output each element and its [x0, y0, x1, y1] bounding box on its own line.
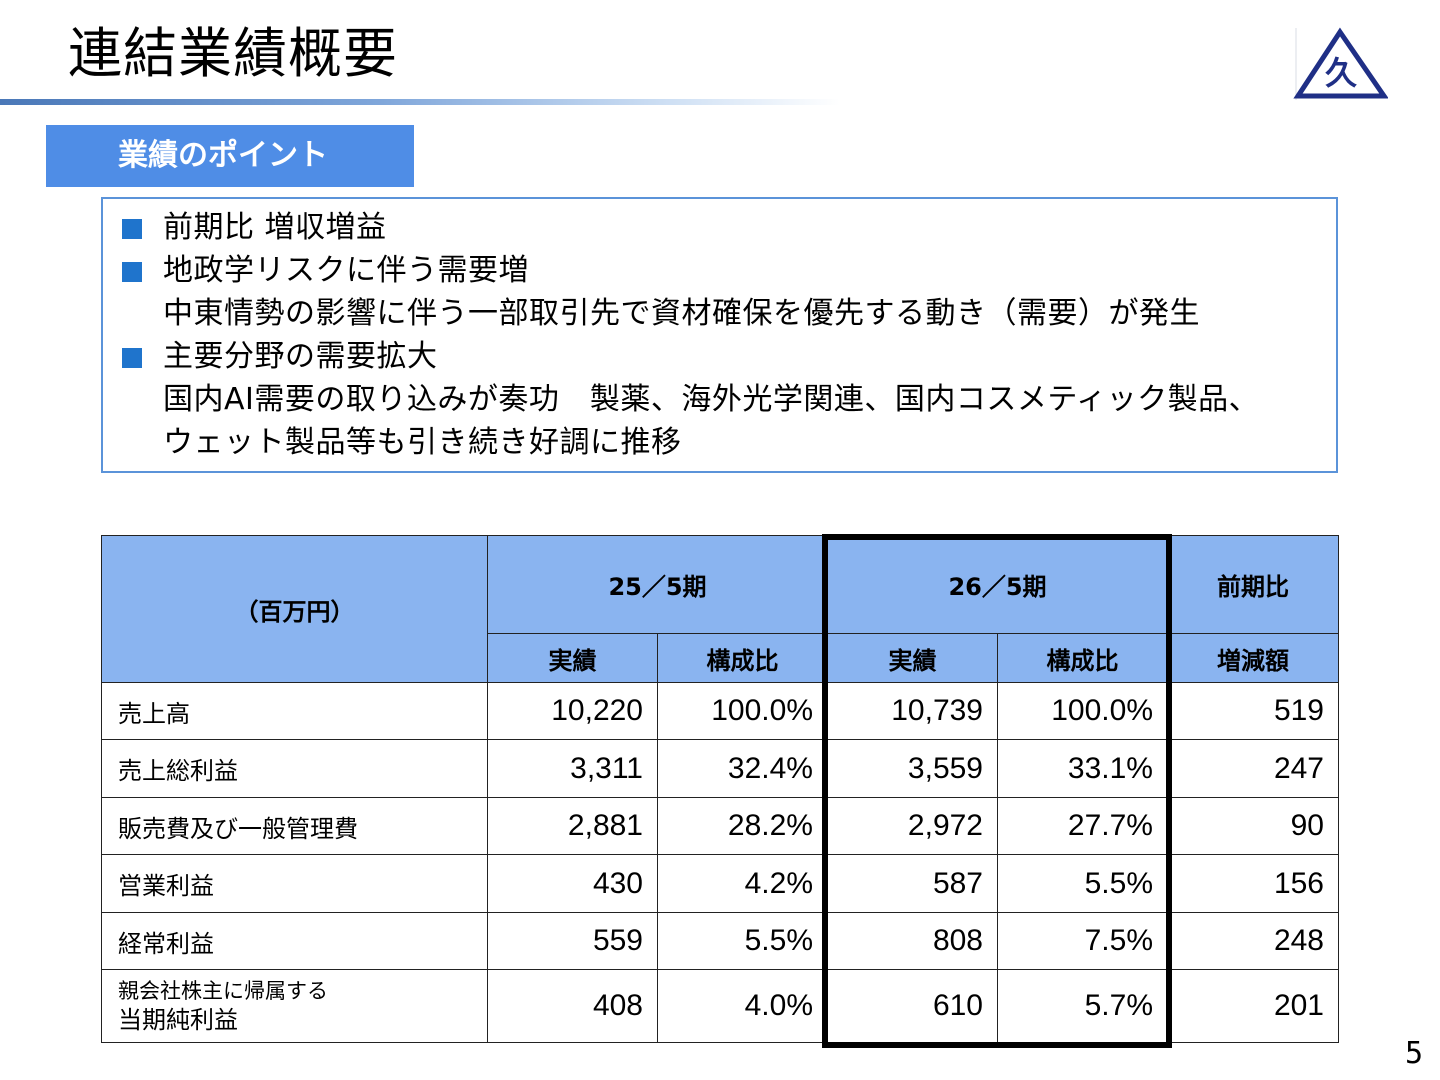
table-row: 販売費及び一般管理費 2,881 28.2% 2,972 27.7% 90	[101, 797, 1339, 855]
curr-ratio-cell: 7.5%	[997, 912, 1168, 970]
section-title-badge: 業績のポイント	[46, 125, 414, 187]
change-cell: 156	[1167, 854, 1339, 913]
curr-actual-cell: 808	[827, 912, 998, 970]
bullet-square-icon	[122, 219, 142, 239]
prev-actual-cell: 408	[487, 969, 658, 1043]
unit-header: （百万円）	[101, 535, 488, 683]
logo-glyph: 久	[1325, 54, 1357, 92]
curr-ratio-cell: 100.0%	[997, 682, 1168, 740]
curr-actual-cell: 10,739	[827, 682, 998, 740]
company-logo: 久	[1292, 26, 1389, 102]
point-item: 前期比 増収増益	[163, 210, 387, 245]
col-actual-header: 実績	[487, 633, 658, 683]
col-change-header: 増減額	[1167, 633, 1339, 683]
row-label: 売上高	[101, 682, 488, 740]
change-cell: 247	[1167, 739, 1339, 798]
table-row: 売上高 10,220 100.0% 10,739 100.0% 519	[101, 682, 1339, 740]
page-title: 連結業績概要	[68, 22, 398, 85]
curr-ratio-cell: 5.7%	[997, 969, 1168, 1043]
point-detail: 中東情勢の影響に伴う一部取引先で資材確保を優先する動き（需要）が発生	[163, 296, 1200, 331]
table-row: 営業利益 430 4.2% 587 5.5% 156	[101, 854, 1339, 913]
col-actual-header: 実績	[827, 633, 998, 683]
prev-ratio-cell: 100.0%	[657, 682, 828, 740]
prev-ratio-cell: 5.5%	[657, 912, 828, 970]
curr-ratio-cell: 5.5%	[997, 854, 1168, 913]
prev-ratio-cell: 4.2%	[657, 854, 828, 913]
curr-ratio-cell: 27.7%	[997, 797, 1168, 855]
curr-ratio-cell: 33.1%	[997, 739, 1168, 798]
change-cell: 519	[1167, 682, 1339, 740]
compare-header: 前期比	[1167, 535, 1339, 634]
table-row: 経常利益 559 5.5% 808 7.5% 248	[101, 912, 1339, 970]
curr-actual-cell: 587	[827, 854, 998, 913]
table-row: 売上総利益 3,311 32.4% 3,559 33.1% 247	[101, 739, 1339, 798]
row-label: 親会社株主に帰属する 当期純利益	[101, 969, 488, 1043]
point-detail: 国内AI需要の取り込みが奏功 製薬、海外光学関連、国内コスメティック製品、	[163, 382, 1260, 417]
period-curr-header: 26／5期	[827, 535, 1168, 634]
curr-actual-cell: 3,559	[827, 739, 998, 798]
change-cell: 201	[1167, 969, 1339, 1043]
prev-ratio-cell: 28.2%	[657, 797, 828, 855]
row-label: 販売費及び一般管理費	[101, 797, 488, 855]
table-row: 親会社株主に帰属する 当期純利益 408 4.0% 610 5.7% 201	[101, 969, 1339, 1043]
period-prev-header: 25／5期	[487, 535, 828, 634]
prev-actual-cell: 430	[487, 854, 658, 913]
bullet-square-icon	[122, 348, 142, 368]
curr-actual-cell: 610	[827, 969, 998, 1043]
prev-ratio-cell: 32.4%	[657, 739, 828, 798]
change-cell: 90	[1167, 797, 1339, 855]
row-label: 経常利益	[101, 912, 488, 970]
prev-actual-cell: 3,311	[487, 739, 658, 798]
point-item: 主要分野の需要拡大	[163, 339, 438, 374]
row-label-line2: 当期純利益	[118, 1005, 238, 1034]
point-item: 地政学リスクに伴う需要増	[163, 253, 529, 288]
curr-actual-cell: 2,972	[827, 797, 998, 855]
change-cell: 248	[1167, 912, 1339, 970]
point-detail: ウェット製品等も引き続き好調に推移	[163, 425, 682, 460]
prev-actual-cell: 559	[487, 912, 658, 970]
row-label: 営業利益	[101, 854, 488, 913]
row-label-line1: 親会社株主に帰属する	[118, 978, 328, 1003]
prev-actual-cell: 10,220	[487, 682, 658, 740]
logo-triangle-icon: 久	[1293, 27, 1389, 100]
col-ratio-header: 構成比	[657, 633, 828, 683]
col-ratio-header: 構成比	[997, 633, 1168, 683]
points-box: 前期比 増収増益 地政学リスクに伴う需要増 中東情勢の影響に伴う一部取引先で資材…	[101, 197, 1338, 473]
title-underline	[0, 99, 840, 105]
financial-summary-table: （百万円） 25／5期 26／5期 前期比 実績 構成比 実績 構成比 増減額 …	[101, 535, 1339, 1043]
bullet-square-icon	[122, 262, 142, 282]
prev-ratio-cell: 4.0%	[657, 969, 828, 1043]
prev-actual-cell: 2,881	[487, 797, 658, 855]
row-label: 売上総利益	[101, 739, 488, 798]
page-number: 5	[1405, 1036, 1424, 1071]
